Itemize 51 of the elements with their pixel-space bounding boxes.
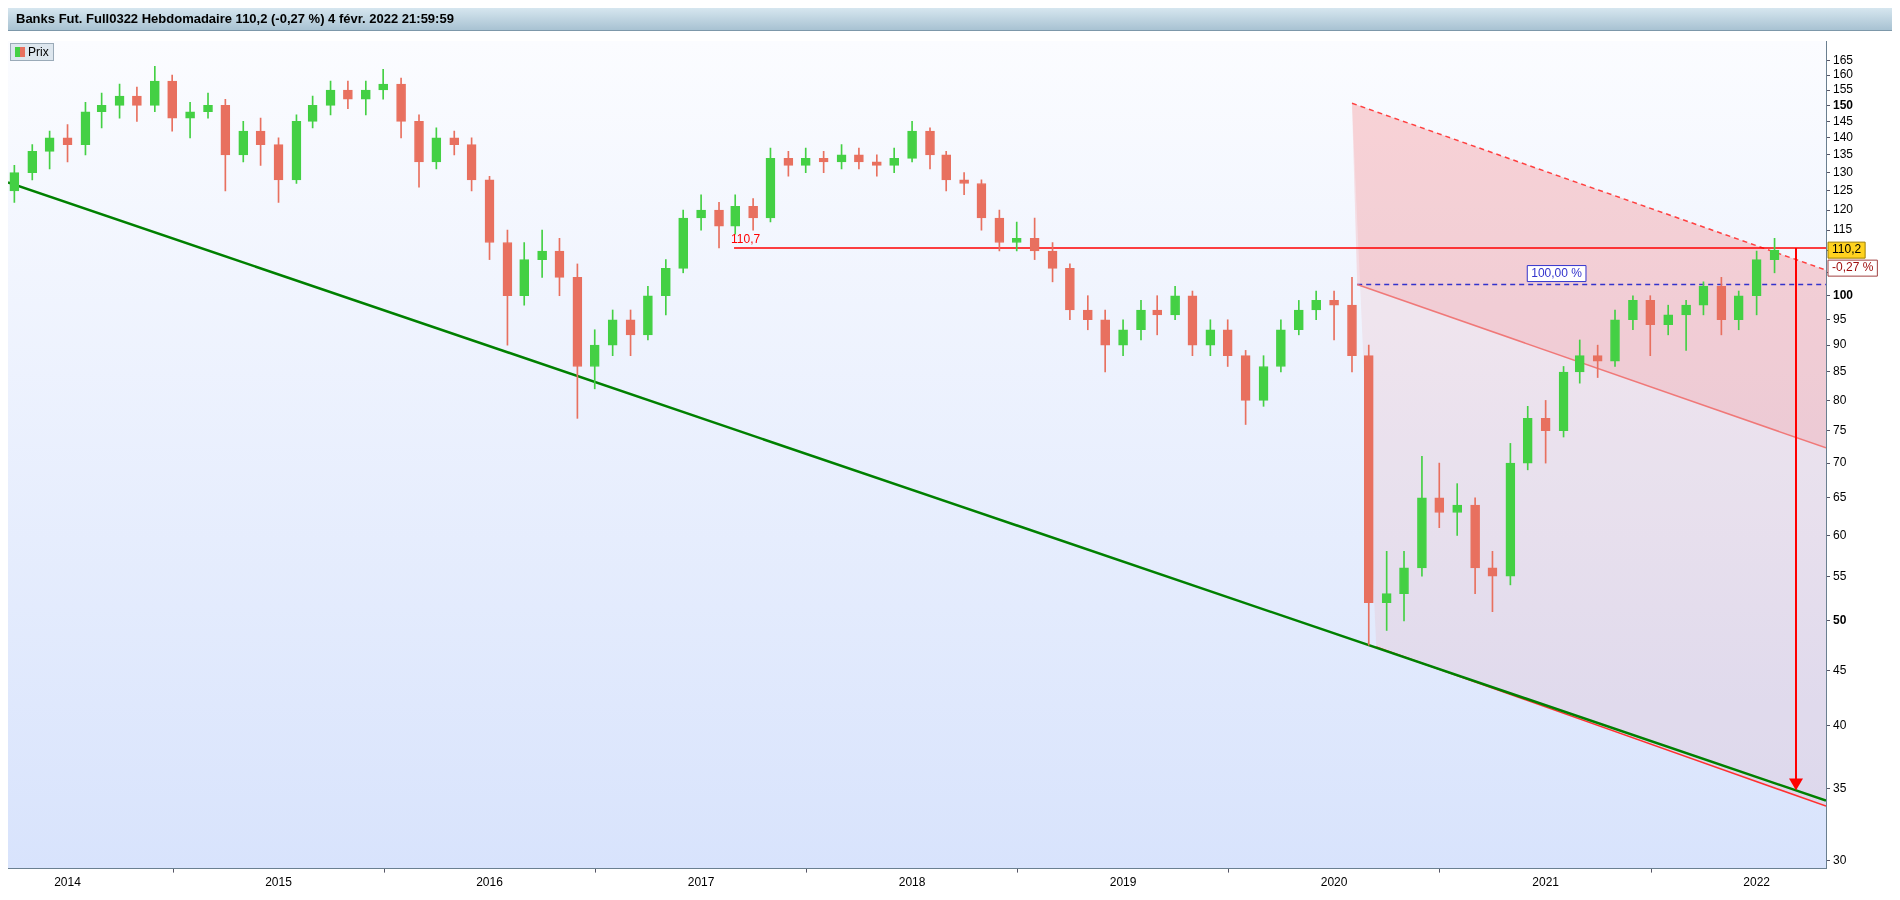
y-tick-label: 35 [1833,780,1847,795]
candlestick [1329,290,1339,341]
annotation: 110,7 [731,232,761,247]
y-tick-label: 85 [1833,364,1847,379]
candlestick [872,154,882,177]
y-tick-label: 70 [1833,455,1847,470]
y-tick-label: 145 [1833,113,1854,128]
text: -0,27 % [1832,260,1874,275]
y-tick-label: 40 [1833,718,1847,733]
x-tick-label: 2019 [1109,875,1137,890]
x-tick-label: 2014 [54,875,82,890]
y-tick-label: 80 [1833,392,1847,407]
candlestick [1681,300,1691,351]
text: 110,2 [1832,242,1862,257]
x-tick-label: 2022 [1743,875,1771,890]
y-tick-label: 90 [1833,337,1847,352]
chart-title: Banks Fut. Full0322 Hebdomadaire 110,2 (-0,27 %) 4 févr. 2022 21:59:59 [8,8,1892,31]
y-tick-label: 100 [1833,288,1854,303]
y-tick-label: 160 [1833,67,1854,82]
y-tick-label: 165 [1833,53,1854,68]
x-tick-label: 2018 [898,875,926,890]
y-tick-label: 95 [1833,312,1847,327]
y-tick-label: 55 [1833,568,1847,583]
candlestick [1452,483,1463,536]
y-tick-label: 125 [1833,183,1854,198]
x-tick-label: 2021 [1532,875,1560,890]
y-tick-label: 65 [1833,490,1847,505]
y-tick-label: 60 [1833,527,1847,542]
candlestick [185,101,195,139]
y-tick-label: 120 [1833,202,1854,217]
y-tick-label: 115 [1833,222,1853,237]
y-tick-label: 50 [1833,613,1847,628]
legend-label: Prix [28,45,49,60]
candlestick [1434,462,1445,528]
y-tick-label: 135 [1833,147,1854,162]
x-tick-label: 2017 [687,875,715,890]
y-tick-label: 140 [1833,130,1854,145]
y-tick-label: 45 [1833,662,1847,677]
candlestick [537,229,547,278]
x-tick-label: 2015 [265,875,293,890]
x-tick-label: 2016 [476,875,504,890]
annotation: 100,00 % [1531,265,1583,280]
y-tick-label: 130 [1833,164,1854,179]
y-tick-label: 150 [1833,97,1854,112]
y-tick-label: 30 [1833,853,1847,868]
candlestick [1381,551,1392,631]
y-tick-label: 75 [1833,423,1847,438]
x-tick-label: 2020 [1320,875,1348,890]
candlestick [1011,221,1022,252]
candlestick [696,194,706,231]
y-tick-label: 155 [1833,82,1854,97]
